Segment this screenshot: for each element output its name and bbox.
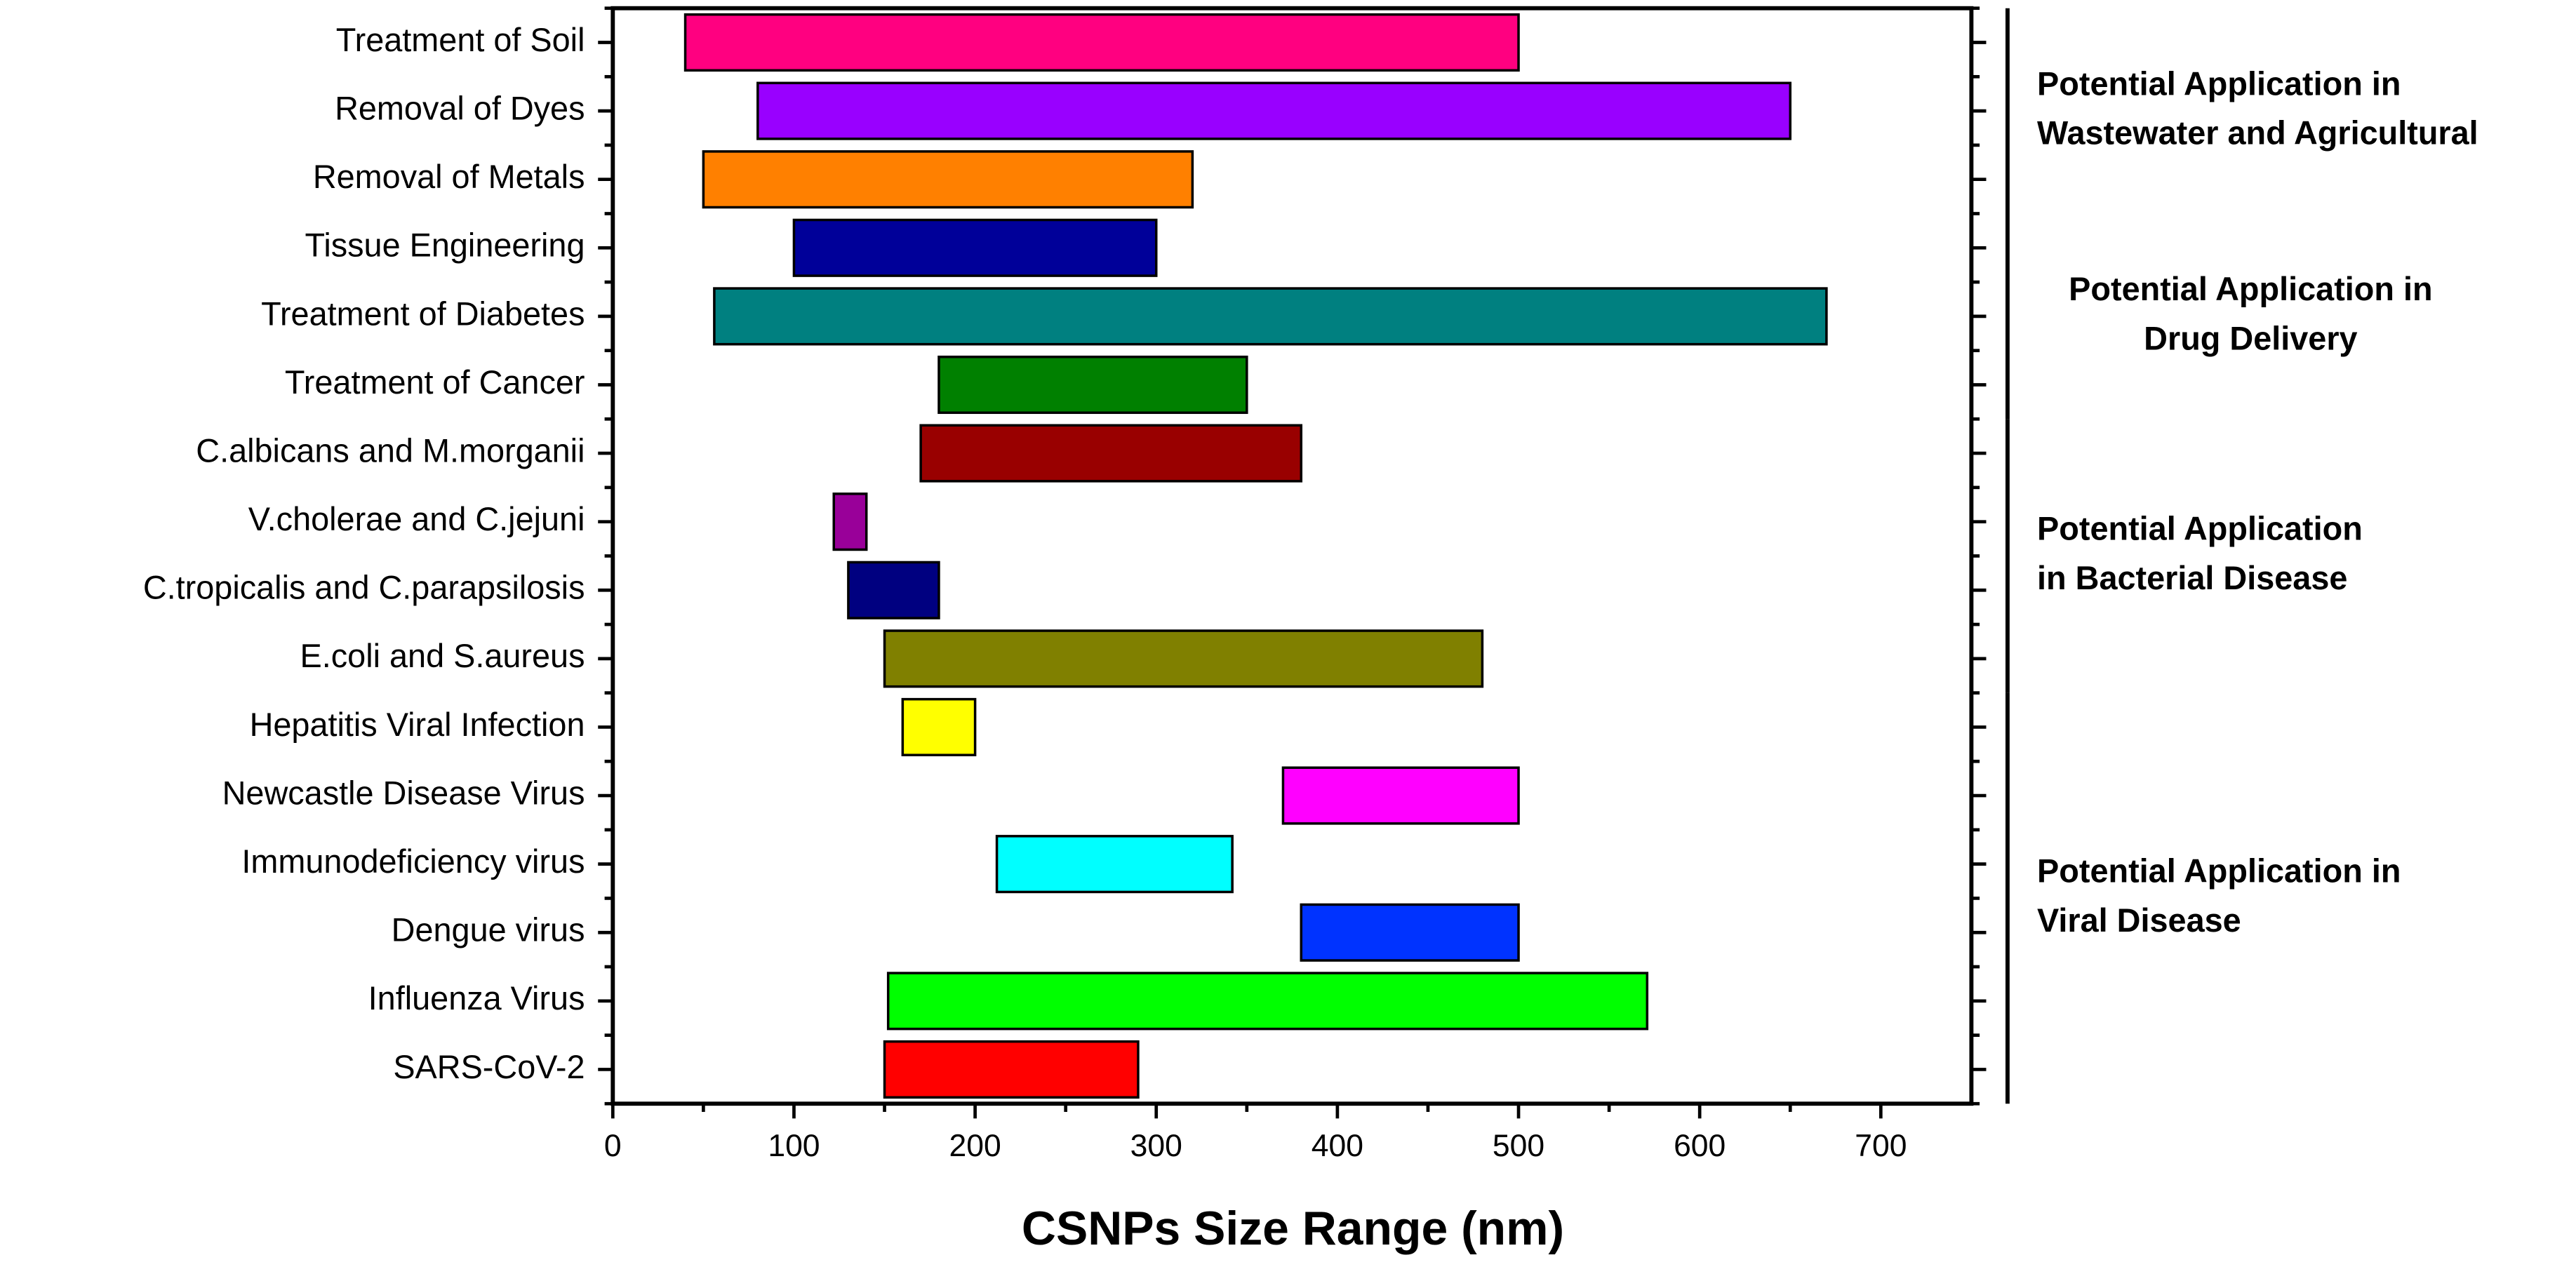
x-tick-label: 600 xyxy=(1674,1129,1726,1163)
group-annotation: Potential Application in xyxy=(2037,65,2401,102)
bar xyxy=(713,287,1828,346)
y-tick-label: C.albicans and M.morganii xyxy=(196,432,585,469)
bar xyxy=(847,561,940,619)
y-tick-label: Removal of Dyes xyxy=(335,90,585,126)
y-tick-label: Hepatitis Viral Infection xyxy=(250,706,585,743)
group-annotation: Viral Disease xyxy=(2037,902,2241,939)
bar xyxy=(1281,766,1520,825)
bar xyxy=(883,1040,1140,1099)
y-tick-label: Newcastle Disease Virus xyxy=(222,775,585,811)
bar xyxy=(756,81,1792,140)
x-tick-label: 500 xyxy=(1493,1129,1544,1163)
group-annotation: Wastewater and Agricultural xyxy=(2037,115,2478,152)
bar xyxy=(1300,903,1520,962)
x-tick-label: 0 xyxy=(604,1129,622,1163)
y-tick-label: Dengue virus xyxy=(392,912,585,948)
bar xyxy=(901,697,977,757)
y-tick-label: Influenza Virus xyxy=(368,980,585,1017)
bar xyxy=(883,629,1484,688)
y-tick-label: V.cholerae and C.jejuni xyxy=(248,501,585,537)
x-axis-title: CSNPs Size Range (nm) xyxy=(1022,1202,1564,1255)
bar xyxy=(702,150,1194,209)
bar xyxy=(937,355,1248,415)
y-tick-label: Immunodeficiency virus xyxy=(241,843,585,880)
bar xyxy=(886,972,1649,1031)
group-annotation: Potential Application in xyxy=(2069,271,2432,307)
x-tick-label: 200 xyxy=(949,1129,1001,1163)
x-tick-label: 700 xyxy=(1855,1129,1907,1163)
y-tick-label: SARS-CoV-2 xyxy=(393,1049,585,1085)
group-annotation: Potential Application in xyxy=(2037,853,2401,890)
bar xyxy=(832,492,868,551)
bar xyxy=(919,424,1303,483)
y-tick-label: E.coli and S.aureus xyxy=(300,638,585,674)
y-tick-label: Treatment of Soil xyxy=(336,22,585,58)
bar xyxy=(792,218,1158,277)
y-tick-label: Treatment of Diabetes xyxy=(261,295,585,332)
group-annotation: in Bacterial Disease xyxy=(2037,560,2347,596)
x-tick-label: 100 xyxy=(768,1129,820,1163)
bar xyxy=(683,13,1520,72)
y-tick-label: Tissue Engineering xyxy=(305,227,585,264)
group-annotation: Drug Delivery xyxy=(2144,320,2357,356)
y-tick-label: C.tropicalis and C.parapsilosis xyxy=(143,570,585,606)
group-annotation: Potential Application xyxy=(2037,511,2363,547)
x-tick-label: 400 xyxy=(1312,1129,1363,1163)
x-tick-label: 300 xyxy=(1130,1129,1182,1163)
bar xyxy=(995,835,1234,894)
y-tick-label: Removal of Metals xyxy=(313,159,585,195)
y-tick-label: Treatment of Cancer xyxy=(285,364,585,401)
